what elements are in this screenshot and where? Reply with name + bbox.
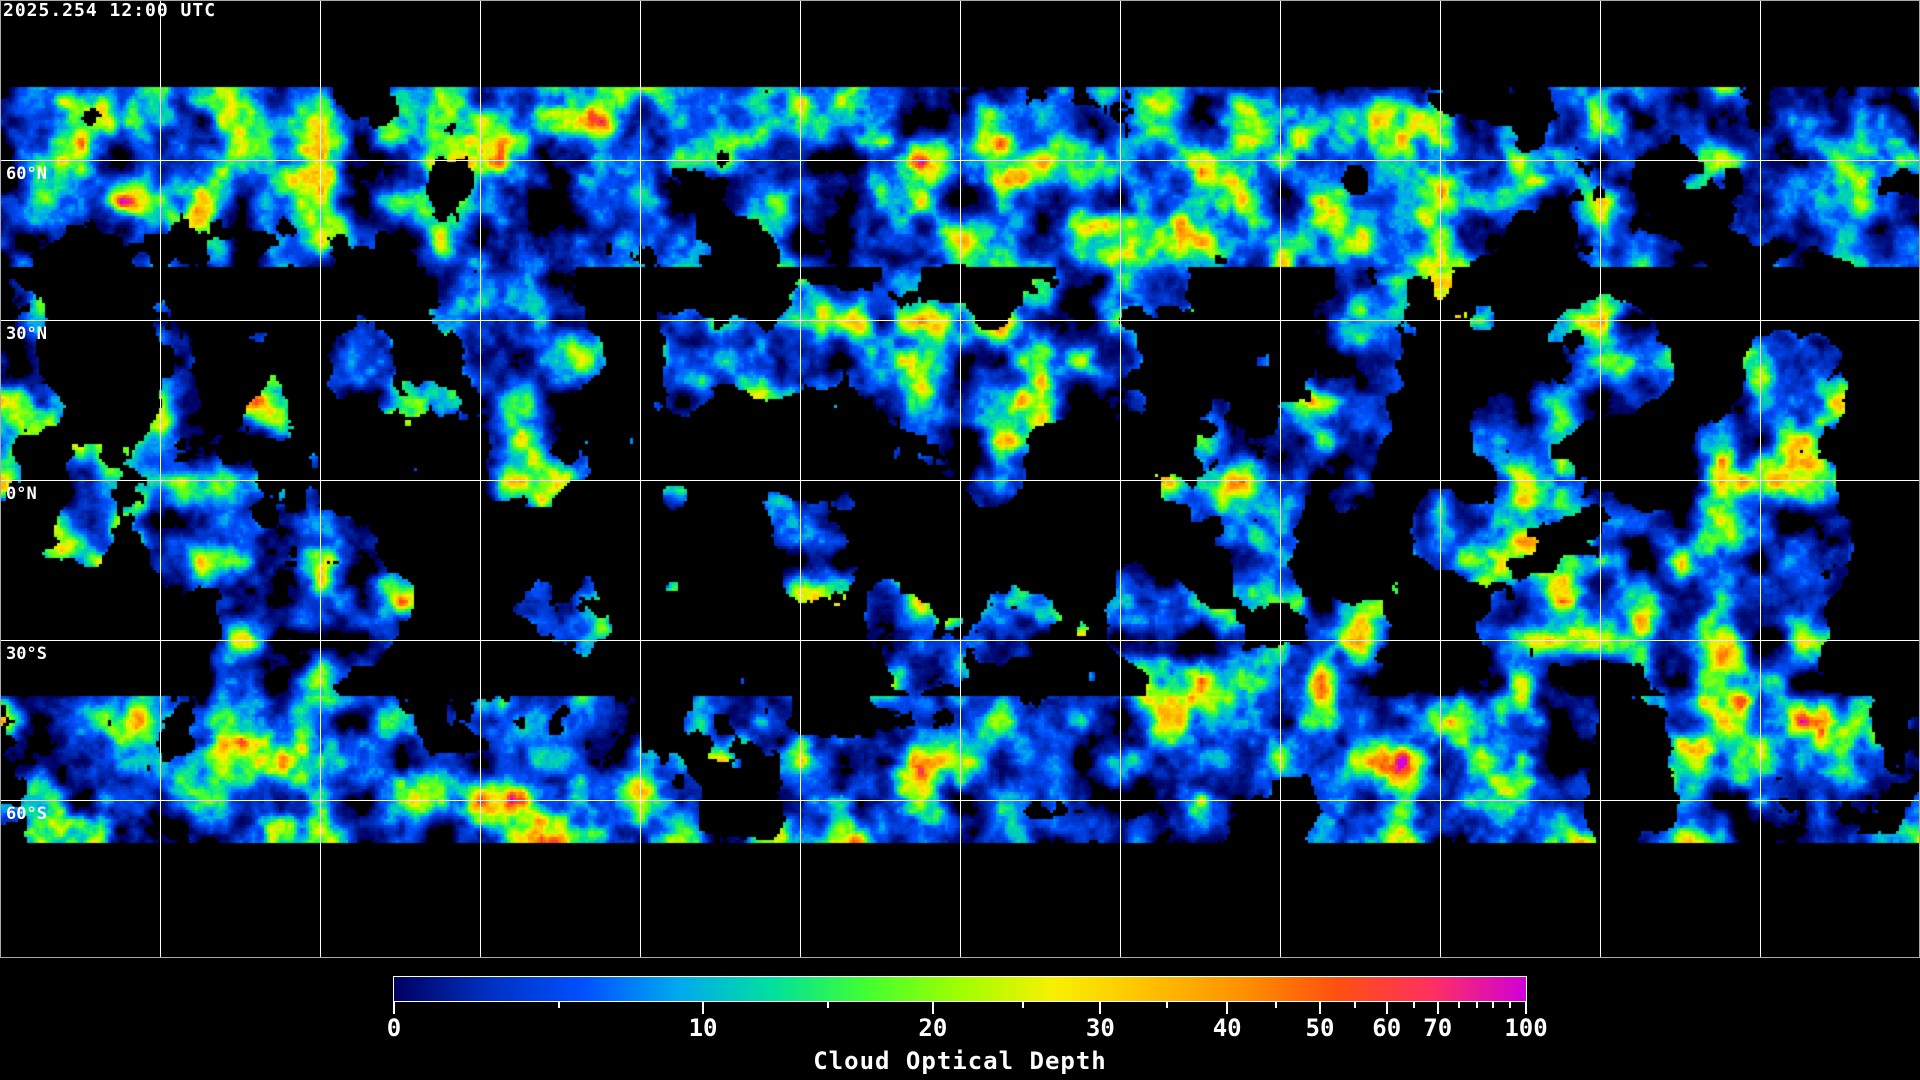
colorbar-minor-tick <box>1492 1002 1495 1008</box>
colorbar-major-tick <box>1318 1002 1321 1014</box>
longitude-line <box>960 0 961 958</box>
latitude-line <box>0 320 1920 321</box>
colorbar-tick-label: 100 <box>1504 1014 1548 1042</box>
latitude-line <box>0 640 1920 641</box>
longitude-line <box>800 0 801 958</box>
longitude-line <box>480 0 481 958</box>
colorbar-minor-tick <box>1509 1002 1512 1008</box>
colorbar-minor-tick <box>1458 1002 1461 1008</box>
longitude-line <box>160 0 161 958</box>
colorbar-tick-label: 30 <box>1085 1014 1115 1042</box>
colorbar-minor-tick <box>1166 1002 1169 1008</box>
longitude-line <box>1440 0 1441 958</box>
colorbar-title: Cloud Optical Depth <box>813 1047 1107 1075</box>
colorbar-minor-tick <box>558 1002 561 1008</box>
colorbar-tick-label: 10 <box>688 1014 718 1042</box>
latitude-label: 30°S <box>6 644 47 664</box>
longitude-line <box>1760 0 1761 958</box>
colorbar-major-tick <box>393 1002 395 1014</box>
longitude-line <box>1280 0 1281 958</box>
colorbar-tick-label: 60 <box>1372 1014 1402 1042</box>
colorbar <box>393 976 1527 1002</box>
latitude-line <box>0 480 1920 481</box>
latitude-label: 60°S <box>6 804 47 824</box>
latitude-line <box>0 160 1920 161</box>
colorbar-tick-label: 50 <box>1305 1014 1335 1042</box>
colorbar-minor-tick <box>1022 1002 1025 1008</box>
colorbar-minor-tick <box>1354 1002 1357 1008</box>
longitude-line <box>1600 0 1601 958</box>
longitude-line <box>320 0 321 958</box>
longitude-line <box>1120 0 1121 958</box>
colorbar-minor-tick <box>1412 1002 1415 1008</box>
colorbar-minor-tick <box>1476 1002 1479 1008</box>
colorbar-tick-label: 0 <box>386 1014 402 1042</box>
colorbar-major-tick <box>931 1002 934 1014</box>
colorbar-minor-tick <box>826 1002 829 1008</box>
colorbar-tick-label: 40 <box>1212 1014 1242 1042</box>
colorbar-major-tick <box>1525 1002 1527 1014</box>
colorbar-major-tick <box>1099 1002 1102 1014</box>
colorbar-major-tick <box>1436 1002 1439 1014</box>
latitude-label: 0°N <box>6 484 37 504</box>
colorbar-tick-label: 20 <box>918 1014 948 1042</box>
colorbar-major-tick <box>1385 1002 1388 1014</box>
colorbar-tick-label: 70 <box>1423 1014 1453 1042</box>
colorbar-minor-tick <box>1274 1002 1277 1008</box>
colorbar-major-tick <box>1226 1002 1229 1014</box>
colorbar-major-tick <box>702 1002 705 1014</box>
latitude-label: 60°N <box>6 164 47 184</box>
latitude-line <box>0 800 1920 801</box>
longitude-line <box>640 0 641 958</box>
latitude-label: 30°N <box>6 324 47 344</box>
timestamp-label: 2025.254 12:00 UTC <box>3 0 217 21</box>
